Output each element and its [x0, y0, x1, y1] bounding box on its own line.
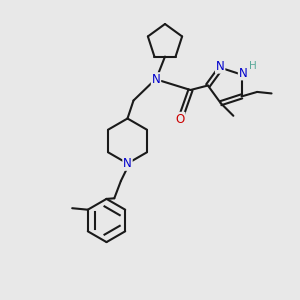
- Text: N: N: [123, 157, 132, 170]
- Text: O: O: [176, 112, 184, 126]
- Text: N: N: [152, 73, 160, 86]
- Text: N: N: [216, 60, 224, 73]
- Text: N: N: [239, 67, 248, 80]
- Text: H: H: [249, 61, 257, 71]
